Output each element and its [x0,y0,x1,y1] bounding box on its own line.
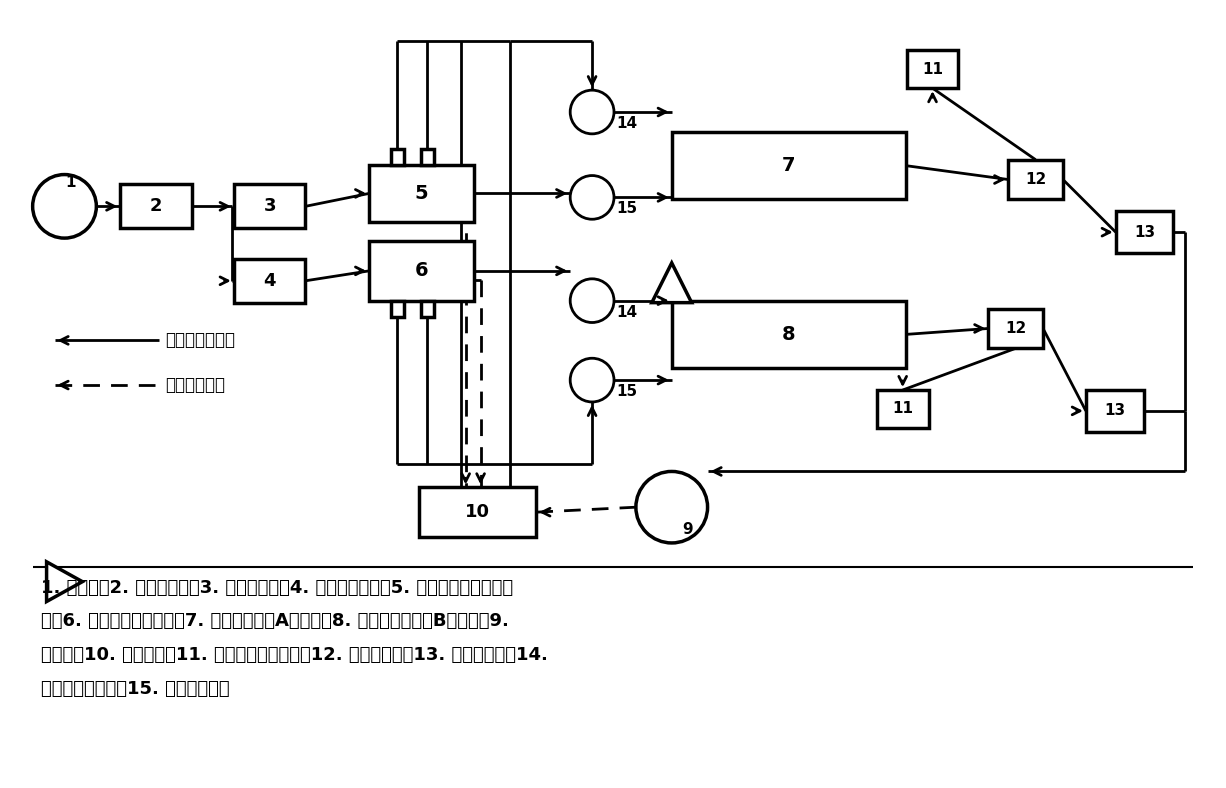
Bar [369,241,473,301]
Circle shape [33,175,97,238]
Bar [120,184,192,229]
Text: 管；6. 零气输出多支路管；7. 上级传递标准A光度计；8. 被校准传递标准B光度计；9.: 管；6. 零气输出多支路管；7. 上级传递标准A光度计；8. 被校准传递标准B光… [40,612,509,630]
Bar [672,301,906,368]
Bar [369,165,473,222]
Text: 15: 15 [615,384,638,399]
Bar [419,487,536,537]
Polygon shape [47,562,82,601]
Bar [672,132,906,199]
Text: 12: 12 [1005,321,1026,336]
Bar [877,390,928,428]
Text: 4: 4 [264,272,276,290]
Bar [421,149,434,165]
Text: 14: 14 [615,305,638,320]
Bar [907,50,959,88]
Text: 9: 9 [683,522,693,537]
Circle shape [570,279,614,322]
Text: 11: 11 [893,401,913,416]
Circle shape [570,90,614,134]
Text: 5: 5 [414,184,428,203]
Text: 校准用气路方向: 校准用气路方向 [166,332,235,349]
Bar [988,309,1043,348]
Text: 13: 13 [1105,403,1125,418]
Circle shape [570,176,614,219]
Polygon shape [652,263,691,303]
Text: 样品空气电磁阀；15. 零空气电磁阀: 样品空气电磁阀；15. 零空气电磁阀 [40,680,229,698]
Text: 3: 3 [264,197,276,215]
Text: 7: 7 [782,156,796,175]
Text: 2: 2 [150,197,162,215]
Text: 采样泵；10. 排气管路；11. 压力、温度传感器；12. 流量传感器；13. 流量控制器；14.: 采样泵；10. 排气管路；11. 压力、温度传感器；12. 流量传感器；13. … [40,646,548,664]
Text: 11: 11 [922,61,943,76]
Bar [1008,160,1063,199]
Text: 14: 14 [615,116,638,131]
Circle shape [636,471,707,543]
Circle shape [570,359,614,402]
Text: 废气气路方向: 废气气路方向 [166,376,226,394]
Text: 6: 6 [414,262,428,281]
Bar [421,301,434,317]
Bar [234,259,305,303]
Bar [1086,390,1144,432]
Bar [391,301,403,317]
Text: 1: 1 [65,175,76,190]
Text: 10: 10 [465,504,490,521]
Bar [1116,211,1173,253]
Bar [234,184,305,229]
Text: 12: 12 [1025,172,1046,187]
Text: 8: 8 [782,325,796,344]
Text: 1. 空压机；2. 零气发生器；3. 臭氧发生器；4. 流量控制装置；5. 样品空气输出多支路: 1. 空压机；2. 零气发生器；3. 臭氧发生器；4. 流量控制装置；5. 样品… [40,578,512,597]
Bar [391,149,403,165]
Text: 15: 15 [615,202,638,217]
Text: 13: 13 [1134,225,1155,240]
